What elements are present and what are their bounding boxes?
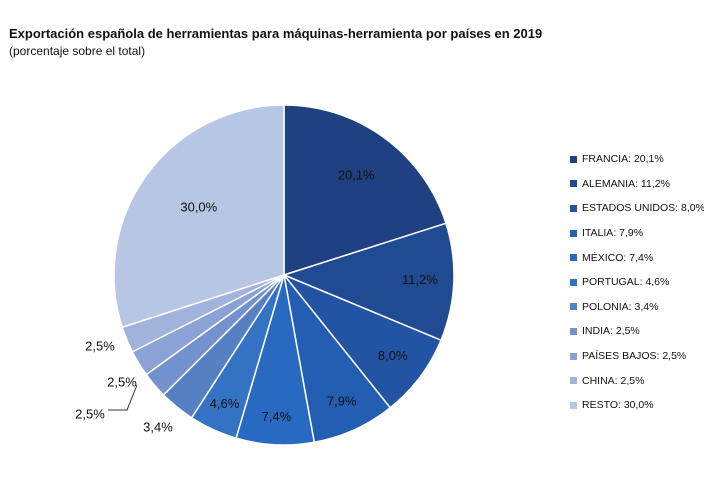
chart-subtitle: (porcentaje sobre el total) — [9, 44, 146, 58]
slice-label: 7,4% — [262, 409, 292, 424]
legend-item: ALEMANIA: 11,2% — [570, 172, 704, 197]
legend-label: ALEMANIA: 11,2% — [582, 177, 670, 190]
legend-label: RESTO: 30,0% — [582, 399, 654, 412]
chart-legend: FRANCIA: 20,1% ALEMANIA: 11,2% ESTADOS UNI… — [570, 147, 704, 418]
legend-swatch — [570, 377, 577, 385]
legend-label: INDIA: 2,5% — [582, 325, 640, 338]
legend-label: ESTADOS UNIDOS: 8,0% — [582, 202, 704, 215]
pie-slice-alemania — [281, 222, 455, 342]
slice-label: 2,5% — [107, 374, 137, 389]
legend-swatch — [570, 204, 577, 212]
legend-label: FRANCIA: 20,1% — [582, 153, 664, 166]
legend-item: ITALIA: 7,9% — [570, 221, 704, 246]
legend-item: PORTUGAL: 4,6% — [570, 270, 704, 295]
legend-label: PAÍSES BAJOS: 2,5% — [582, 350, 687, 363]
slice-label: 4,6% — [210, 396, 240, 411]
pie-slice-francia — [283, 104, 447, 277]
legend-item: POLONIA: 3,4% — [570, 295, 704, 320]
legend-label: CHINA: 2,5% — [582, 374, 645, 387]
legend-item: RESTO: 30,0% — [570, 393, 704, 418]
legend-swatch — [570, 401, 577, 409]
legend-swatch — [570, 180, 577, 188]
legend-label: PORTUGAL: 4,6% — [582, 276, 670, 289]
leader-line — [108, 384, 138, 411]
slice-label: 30,0% — [180, 199, 217, 214]
legend-item: PAÍSES BAJOS: 2,5% — [570, 344, 704, 369]
legend-item: ESTADOS UNIDOS: 8,0% — [570, 196, 704, 221]
legend-swatch — [570, 352, 577, 360]
legend-label: ITALIA: 7,9% — [582, 227, 644, 240]
slice-label: 20,1% — [338, 168, 375, 183]
chart-title: Exportación española de herramientas par… — [9, 26, 543, 41]
slice-label: 8,0% — [378, 348, 408, 363]
slice-label: 7,9% — [327, 393, 357, 408]
legend-label: POLONIA: 3,4% — [582, 300, 659, 313]
legend-swatch — [570, 155, 577, 163]
slice-label: 3,4% — [143, 419, 173, 434]
legend-item: INDIA: 2,5% — [570, 319, 704, 344]
legend-label: MÉXICO: 7,4% — [582, 251, 654, 264]
legend-swatch — [570, 278, 577, 286]
legend-swatch — [570, 254, 577, 262]
legend-swatch — [570, 303, 577, 311]
legend-swatch — [570, 229, 577, 237]
slice-label: 2,5% — [85, 338, 115, 353]
pie-slice-resto — [113, 104, 285, 329]
legend-swatch — [570, 327, 577, 335]
legend-item: CHINA: 2,5% — [570, 368, 704, 393]
legend-item: MÉXICO: 7,4% — [570, 245, 704, 270]
legend-item: FRANCIA: 20,1% — [570, 147, 704, 172]
slice-label: 2,5% — [75, 406, 105, 421]
slice-label: 11,2% — [402, 272, 438, 287]
